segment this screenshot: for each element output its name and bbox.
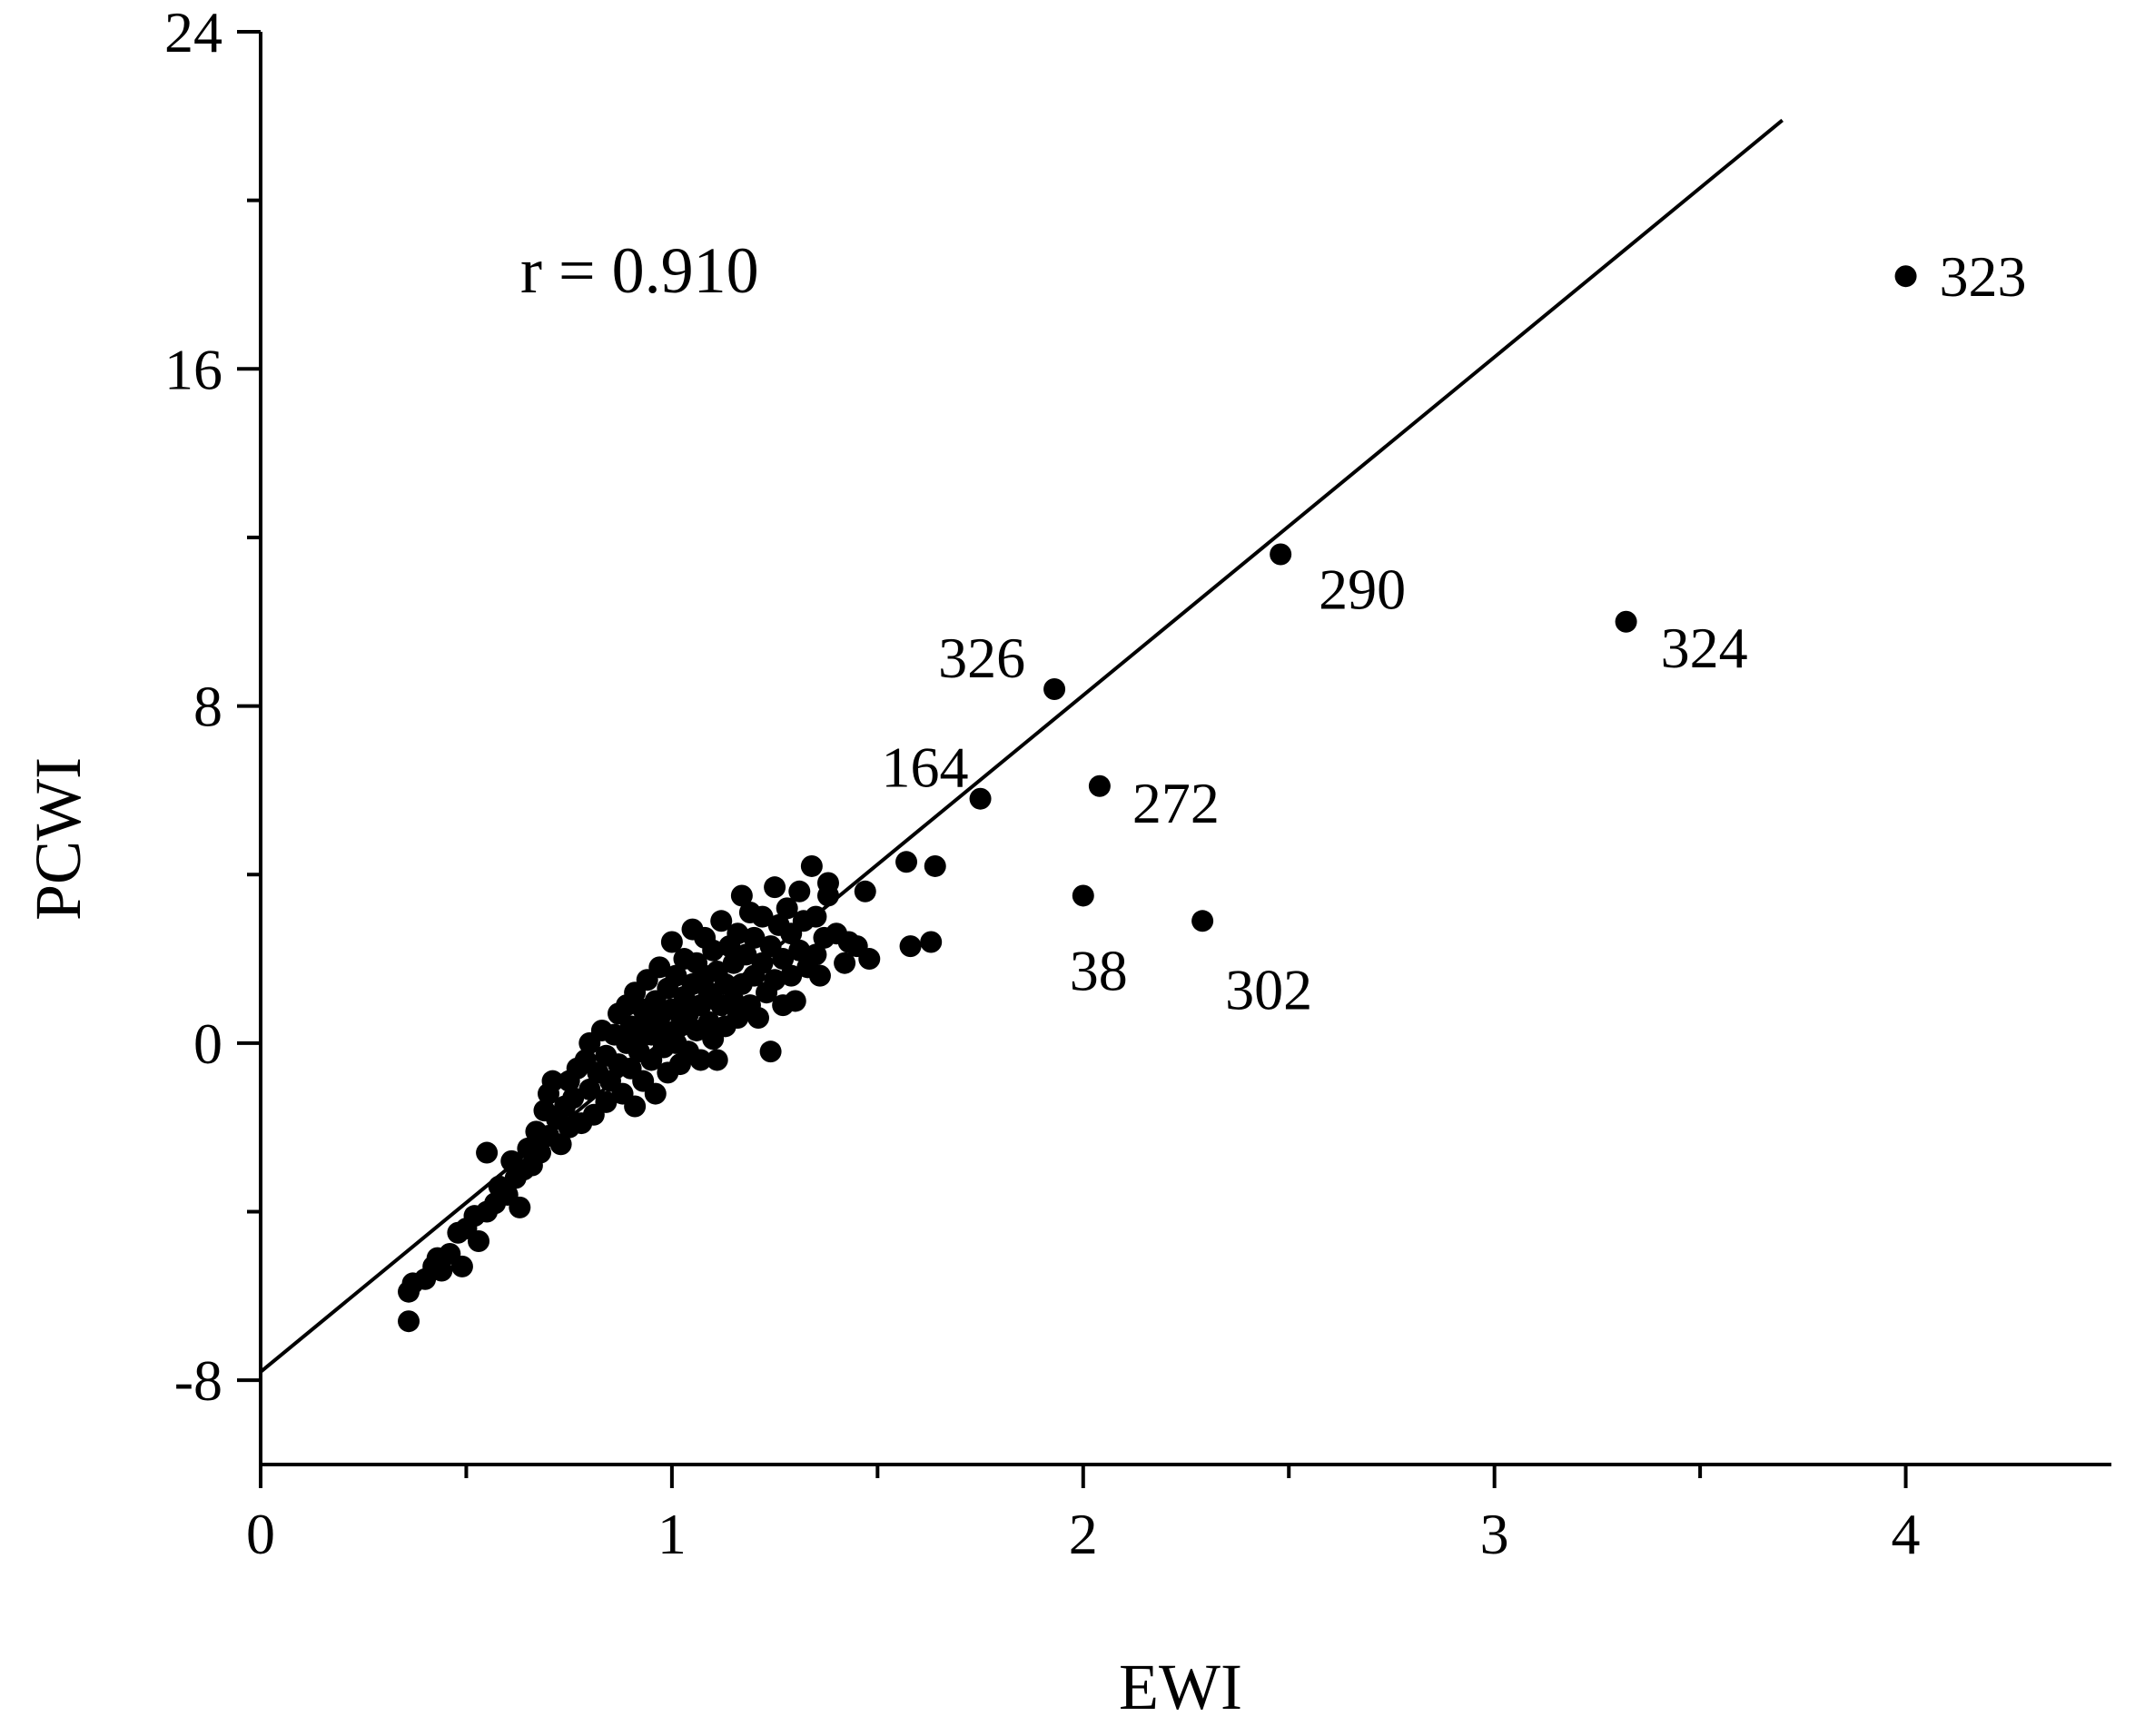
data-point xyxy=(751,952,774,974)
y-tick-label: 24 xyxy=(164,0,222,64)
data-point xyxy=(772,948,795,971)
data-point xyxy=(776,897,798,920)
y-tick-label: 0 xyxy=(193,1011,222,1076)
axes: 0 1 2 3 4 -8 0 8 16 24 xyxy=(164,0,2111,1566)
data-point xyxy=(764,876,786,899)
data-point xyxy=(805,943,827,966)
x-tick-label: 0 xyxy=(246,1502,275,1566)
data-point xyxy=(924,854,946,877)
data-point xyxy=(730,884,753,907)
data-point xyxy=(746,1007,769,1030)
data-point xyxy=(549,1133,572,1156)
data-point xyxy=(858,948,881,971)
data-point xyxy=(578,1078,601,1100)
data-point xyxy=(1270,543,1292,566)
data-point xyxy=(834,952,856,974)
correlation-annotation: r = 0.910 xyxy=(520,234,759,307)
data-point xyxy=(624,1095,647,1118)
y-tick-label: 8 xyxy=(193,675,222,739)
data-point xyxy=(450,1255,473,1277)
data-point xyxy=(476,1141,499,1164)
data-point xyxy=(644,1082,667,1105)
data-point xyxy=(1043,678,1066,701)
data-point xyxy=(595,1090,618,1113)
data-point xyxy=(788,880,811,903)
point-label-272: 272 xyxy=(1132,771,1220,835)
point-label-290: 290 xyxy=(1319,557,1406,622)
x-tick-label: 4 xyxy=(1892,1502,1921,1566)
data-point xyxy=(710,910,733,932)
data-point xyxy=(665,964,687,987)
y-tick-label: -8 xyxy=(174,1348,222,1413)
point-labels: 323 290 324 326 164 272 38 302 xyxy=(882,244,2027,1021)
data-point xyxy=(1088,774,1111,797)
data-point xyxy=(714,972,736,995)
data-point xyxy=(468,1230,490,1253)
data-point xyxy=(689,1049,712,1071)
data-point xyxy=(759,1041,782,1063)
data-point xyxy=(788,939,811,962)
data-point xyxy=(648,956,671,979)
data-point xyxy=(697,1011,720,1033)
x-axis-title: EWI xyxy=(1119,1651,1242,1723)
data-point xyxy=(722,990,745,1012)
data-point xyxy=(808,964,831,987)
data-point xyxy=(529,1141,551,1164)
point-label-164: 164 xyxy=(882,735,969,800)
data-point xyxy=(660,931,683,953)
data-point xyxy=(751,905,774,928)
data-point xyxy=(509,1196,531,1218)
point-label-323: 323 xyxy=(1940,244,2027,309)
data-point xyxy=(780,964,803,987)
x-tick-label: 2 xyxy=(1069,1502,1098,1566)
x-tick-label: 1 xyxy=(657,1502,687,1566)
data-point xyxy=(735,943,757,966)
data-point xyxy=(764,969,786,991)
data-point xyxy=(743,926,766,949)
data-point xyxy=(800,854,823,877)
data-point xyxy=(562,1087,585,1110)
y-tick-label: 16 xyxy=(164,337,222,401)
point-label-38: 38 xyxy=(1070,938,1128,1002)
data-point xyxy=(702,939,725,962)
point-label-326: 326 xyxy=(938,626,1025,690)
data-point xyxy=(1615,610,1637,633)
data-point xyxy=(1072,884,1094,907)
point-label-302: 302 xyxy=(1225,957,1312,1021)
data-point xyxy=(920,931,943,953)
data-point xyxy=(1191,910,1214,932)
data-point xyxy=(854,880,876,903)
data-point xyxy=(895,851,918,873)
data-point xyxy=(706,1049,728,1071)
data-point xyxy=(541,1070,564,1092)
data-point xyxy=(805,905,827,928)
data-point xyxy=(398,1310,420,1333)
data-point xyxy=(969,787,992,810)
data-points xyxy=(398,265,1917,1333)
data-point xyxy=(784,990,806,1012)
data-point xyxy=(1894,265,1917,288)
data-point xyxy=(430,1259,453,1282)
x-tick-label: 3 xyxy=(1480,1502,1509,1566)
y-axis-title: PCWI xyxy=(22,757,94,921)
point-label-324: 324 xyxy=(1661,616,1748,680)
data-point xyxy=(899,935,922,958)
data-point xyxy=(726,922,749,945)
data-point xyxy=(816,872,839,894)
